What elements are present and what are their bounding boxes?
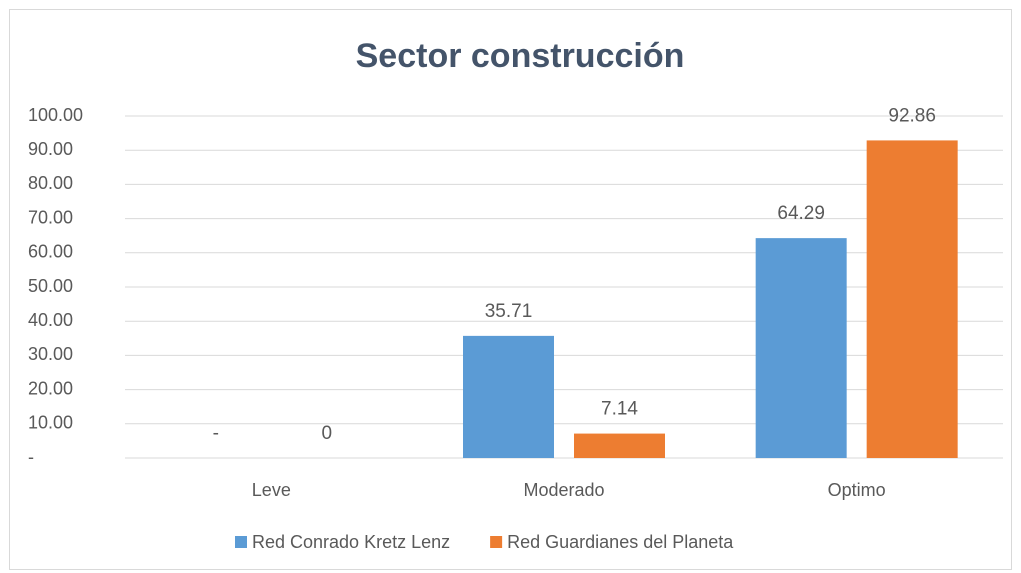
y-tick-label: 50.00 <box>28 276 73 296</box>
y-tick-label: - <box>28 447 34 467</box>
x-tick-label: Moderado <box>523 480 604 500</box>
bar <box>574 433 665 458</box>
bar <box>755 238 847 458</box>
x-tick-label: Optimo <box>828 480 886 500</box>
y-tick-label: 90.00 <box>28 139 73 159</box>
bar <box>463 335 554 458</box>
legend-swatch <box>235 536 247 548</box>
data-label: 35.71 <box>485 301 533 322</box>
data-label: - <box>213 423 219 444</box>
y-tick-label: 60.00 <box>28 242 73 262</box>
y-tick-label: 70.00 <box>28 207 73 227</box>
y-tick-label: 30.00 <box>28 344 73 364</box>
y-tick-label: 10.00 <box>28 413 73 433</box>
x-tick-label: Leve <box>252 480 291 500</box>
y-tick-label: 20.00 <box>28 378 73 398</box>
legend-label: Red Conrado Kretz Lenz <box>252 532 450 552</box>
y-tick-label: 100.00 <box>28 105 83 125</box>
data-label: 0 <box>322 423 333 444</box>
bar <box>866 140 958 458</box>
y-tick-label: 40.00 <box>28 310 73 330</box>
legend-swatch <box>490 536 503 548</box>
data-label: 92.86 <box>888 105 936 126</box>
chart-title: Sector construcción <box>356 37 685 75</box>
data-label: 64.29 <box>777 203 825 224</box>
y-tick-label: 80.00 <box>28 173 73 193</box>
legend-label: Red Guardianes del Planeta <box>507 532 734 552</box>
data-label: 7.14 <box>601 399 638 420</box>
